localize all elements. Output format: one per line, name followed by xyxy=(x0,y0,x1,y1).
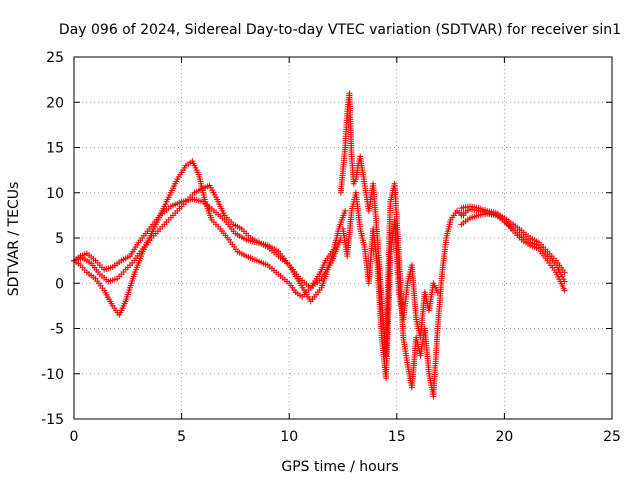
series-track-8 xyxy=(458,206,568,285)
y-tick-label: 10 xyxy=(46,186,64,202)
chart-title: Day 096 of 2024, Sidereal Day-to-day VTE… xyxy=(59,22,621,38)
y-tick-label: 25 xyxy=(46,50,64,66)
x-tick-label: 20 xyxy=(495,429,513,445)
y-tick-label: 15 xyxy=(46,141,64,157)
data-points xyxy=(71,90,568,400)
y-tick-label: -15 xyxy=(41,412,64,428)
y-tick-label: 0 xyxy=(55,276,64,292)
series-track-5 xyxy=(340,189,441,382)
series-track-4 xyxy=(337,90,467,400)
y-tick-label: 20 xyxy=(46,95,64,111)
x-tick-label: 10 xyxy=(280,429,298,445)
data-point xyxy=(342,207,349,214)
y-axis-label: SDTVAR / TECUs xyxy=(6,182,22,297)
data-point xyxy=(561,287,568,294)
data-point xyxy=(434,289,441,296)
x-axis-label: GPS time / hours xyxy=(281,459,398,475)
y-tick-label: 5 xyxy=(55,231,64,247)
x-tick-label: 0 xyxy=(70,429,79,445)
data-point xyxy=(561,278,568,285)
axis-ticks: 0 5 10 15 20 25 -15 -10 -5 0 5 10 15 20 25 xyxy=(41,50,621,445)
x-tick-label: 15 xyxy=(388,429,406,445)
series-track-3 xyxy=(71,182,349,305)
x-tick-label: 5 xyxy=(177,429,186,445)
y-tick-label: -10 xyxy=(41,367,64,383)
y-tick-label: -5 xyxy=(50,322,64,338)
x-tick-label: 25 xyxy=(603,429,621,445)
